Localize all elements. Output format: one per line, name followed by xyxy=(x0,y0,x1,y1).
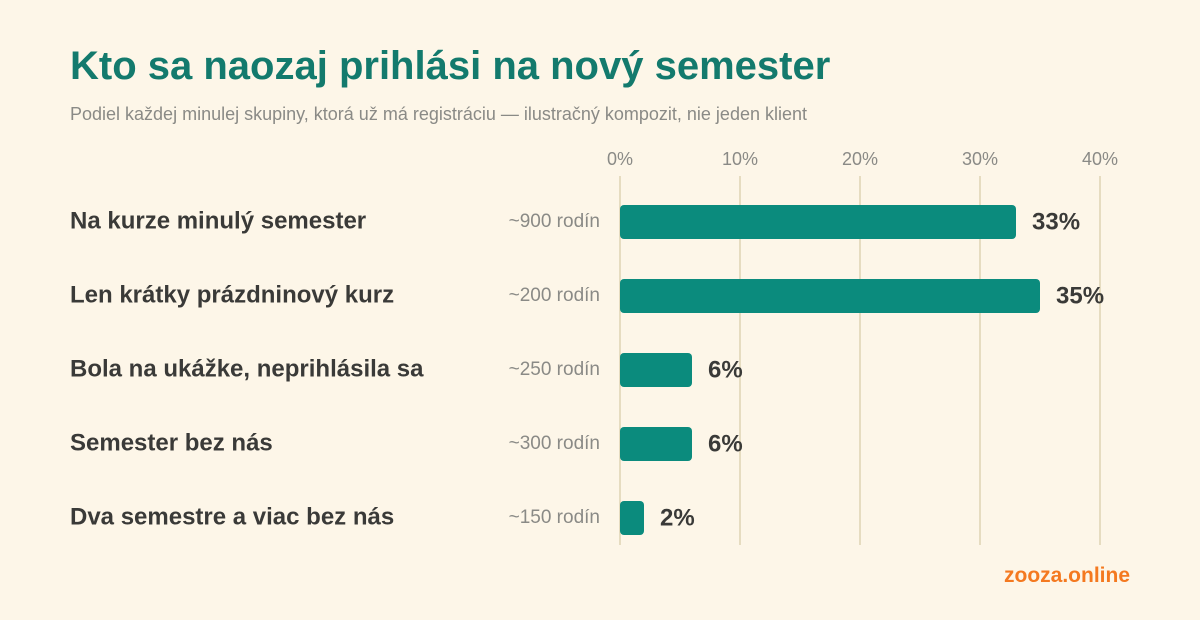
x-tick-label: 40% xyxy=(1082,149,1118,169)
bar xyxy=(620,501,644,535)
count-label: ~200 rodín xyxy=(509,285,600,306)
value-label: 6% xyxy=(708,430,743,457)
category-label: Dva semestre a viac bez nás xyxy=(70,503,394,530)
bar xyxy=(620,279,1040,313)
category-label: Bola na ukážke, neprihlásila sa xyxy=(70,355,424,382)
chart-subtitle: Podiel každej minulej skupiny, ktorá už … xyxy=(70,104,807,124)
bar xyxy=(620,427,692,461)
count-label: ~300 rodín xyxy=(509,433,600,454)
x-tick-label: 0% xyxy=(607,149,633,169)
x-tick-label: 30% xyxy=(962,149,998,169)
count-label: ~150 rodín xyxy=(509,507,600,528)
bar xyxy=(620,353,692,387)
value-label: 6% xyxy=(708,356,743,383)
value-label: 33% xyxy=(1032,208,1080,235)
category-label: Len krátky prázdninový kurz xyxy=(70,281,394,308)
brand-logo: zooza.online xyxy=(1004,564,1130,587)
bar xyxy=(620,205,1016,239)
x-tick-label: 10% xyxy=(722,149,758,169)
count-label: ~900 rodín xyxy=(509,211,600,232)
value-label: 2% xyxy=(660,504,695,531)
chart-title: Kto sa naozaj prihlási na nový semester xyxy=(70,44,831,88)
category-label: Semester bez nás xyxy=(70,429,273,456)
count-label: ~250 rodín xyxy=(509,359,600,380)
value-label: 35% xyxy=(1056,282,1104,309)
x-tick-label: 20% xyxy=(842,149,878,169)
category-label: Na kurze minulý semester xyxy=(70,207,366,234)
